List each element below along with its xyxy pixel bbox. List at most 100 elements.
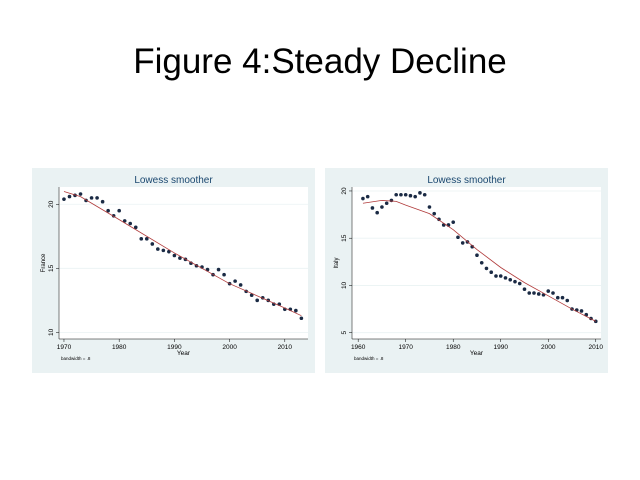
x-tick-label: 1990 [167,344,182,351]
y-axis-label: Italy [334,257,340,268]
data-point [451,220,456,224]
data-point [100,199,105,204]
data-point [249,293,254,298]
bandwidth-note: bandwidth = .8 [354,356,384,361]
data-point [238,283,243,287]
data-point [536,292,541,296]
data-point [418,191,422,195]
data-point [579,309,584,313]
data-point [403,192,408,197]
data-point [489,270,494,275]
france-plot: 10 15 20 1970 1980 1990 2000 2010 Year France [41,187,308,357]
data-point [551,291,555,295]
data-point [503,276,508,280]
data-point [384,201,389,206]
data-point [106,208,110,213]
chart-title: Lowess smoother [427,175,506,186]
y-tick-label: 15 [341,234,348,242]
x-tick-label: 2000 [541,344,556,351]
data-point [150,242,155,246]
x-tick-label: 1970 [57,344,72,351]
chart-title: Lowess smoother [134,175,213,186]
data-point [233,279,237,283]
data-point [484,266,489,271]
data-point [375,210,379,215]
x-tick-label: 1980 [112,344,127,351]
data-point [361,196,365,201]
data-point [456,235,460,240]
data-point [139,237,144,241]
y-tick-label: 20 [341,187,348,195]
data-point [89,196,94,200]
data-point [294,308,298,313]
x-axis-label: Year [177,350,191,357]
data-point [62,197,66,201]
x-tick-label: 2010 [278,344,293,351]
plot-area [352,187,601,339]
data-point [156,247,160,251]
lowess-line [63,191,302,317]
data-point [522,287,527,292]
data-point [178,256,182,260]
data-point [408,193,413,198]
y-tick-label: 15 [48,264,55,272]
data-point [565,298,570,303]
x-tick-label: 1980 [446,344,461,351]
data-point [95,196,99,200]
data-point [161,248,166,253]
data-point [299,316,304,321]
x-tick-label: 1970 [398,344,413,351]
data-point [560,295,565,300]
data-point [517,281,522,286]
y-tick-label: 10 [48,328,55,336]
data-point [546,289,551,293]
data-point [427,205,432,209]
data-point [498,274,503,278]
italy-chart: Lowess smoother 5 10 15 20 1960 1970 1980 1990 2… [325,168,608,373]
data-point [513,279,517,284]
data-point [389,198,394,203]
data-point [365,194,370,199]
data-point [167,249,171,254]
data-point [122,219,127,223]
data-point [117,208,121,213]
data-point [67,194,72,199]
france-chart: Lowess smoother 10 15 20 1970 1980 1990 2000 20… [32,168,315,373]
slide-title: Figure 4:Steady Decline [133,42,507,81]
italy-plot: 5 10 15 20 1960 1970 1980 1990 2000 2010 Year Italy [334,187,604,357]
data-point [394,192,398,197]
x-tick-label: 1990 [494,344,509,351]
data-point [222,272,226,277]
data-point [494,274,498,278]
data-point [216,267,221,272]
x-tick-label: 1960 [351,344,366,351]
data-point [399,192,403,197]
data-point [479,260,484,265]
bandwidth-note: bandwidth = .8 [61,356,91,361]
data-point [370,206,375,210]
data-point [555,295,560,300]
x-tick-label: 2010 [589,344,604,351]
data-point [255,298,260,303]
lowess-line [362,200,596,322]
plot-area [59,187,308,339]
y-tick-label: 10 [341,281,348,289]
data-point [432,211,437,216]
data-point [532,291,536,295]
x-tick-label: 2000 [222,344,237,351]
data-point [422,192,427,197]
x-axis-label: Year [470,350,484,357]
data-point [78,192,83,196]
data-point [508,277,513,282]
y-tick-label: 20 [48,200,55,208]
data-point [172,253,177,258]
data-point [144,237,149,241]
y-tick-label: 5 [341,330,348,334]
data-point [413,194,418,199]
y-axis-label: France [41,253,47,272]
data-point [380,205,384,209]
data-point [128,221,133,226]
data-point [133,225,138,230]
data-point [460,241,465,245]
data-point [475,253,479,258]
